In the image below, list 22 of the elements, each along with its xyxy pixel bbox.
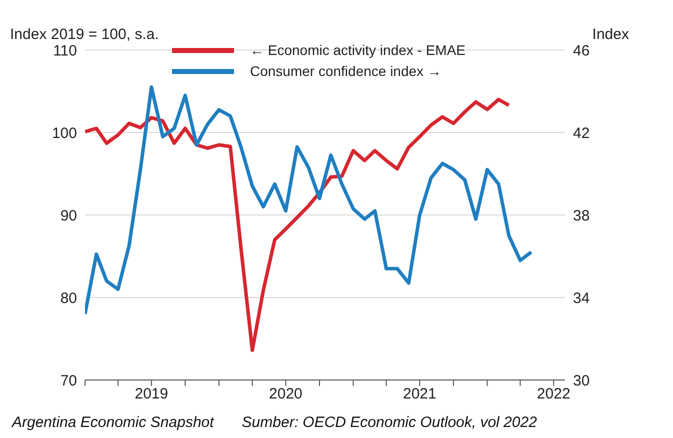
line-series [85,98,511,352]
y2-tick-label: 38 [573,207,590,224]
x-tick-label: 2021 [402,386,436,403]
y2-tick-label: 30 [573,372,590,390]
legend-label: Consumer confidence index → [250,62,442,81]
y-tick-label: 100 [52,124,77,142]
line-series [85,85,533,316]
x-tick-label: 2022 [536,386,570,403]
y-axis-title: Index 2019 = 100, s.a. [10,26,159,43]
text: Argentina Economic Snapshot [12,414,214,431]
y-tick-label: 90 [60,207,77,224]
y2-tick-label: 46 [573,42,590,60]
y2-tick-label: 42 [573,124,590,142]
y-tick-label: 70 [60,372,77,390]
text: Sumber: OECD Economic Outlook, vol 2022 [242,414,537,431]
y-tick-label: 80 [60,290,77,307]
y2-tick-label: 34 [573,290,590,307]
x-tick-label: 2020 [269,386,302,403]
y-tick-label: 110 [53,42,77,60]
y2-axis-title: Index [592,26,629,43]
x-tick-label: 2019 [134,386,168,403]
legend-label: ← Economic activity index - EMAE [250,41,466,60]
